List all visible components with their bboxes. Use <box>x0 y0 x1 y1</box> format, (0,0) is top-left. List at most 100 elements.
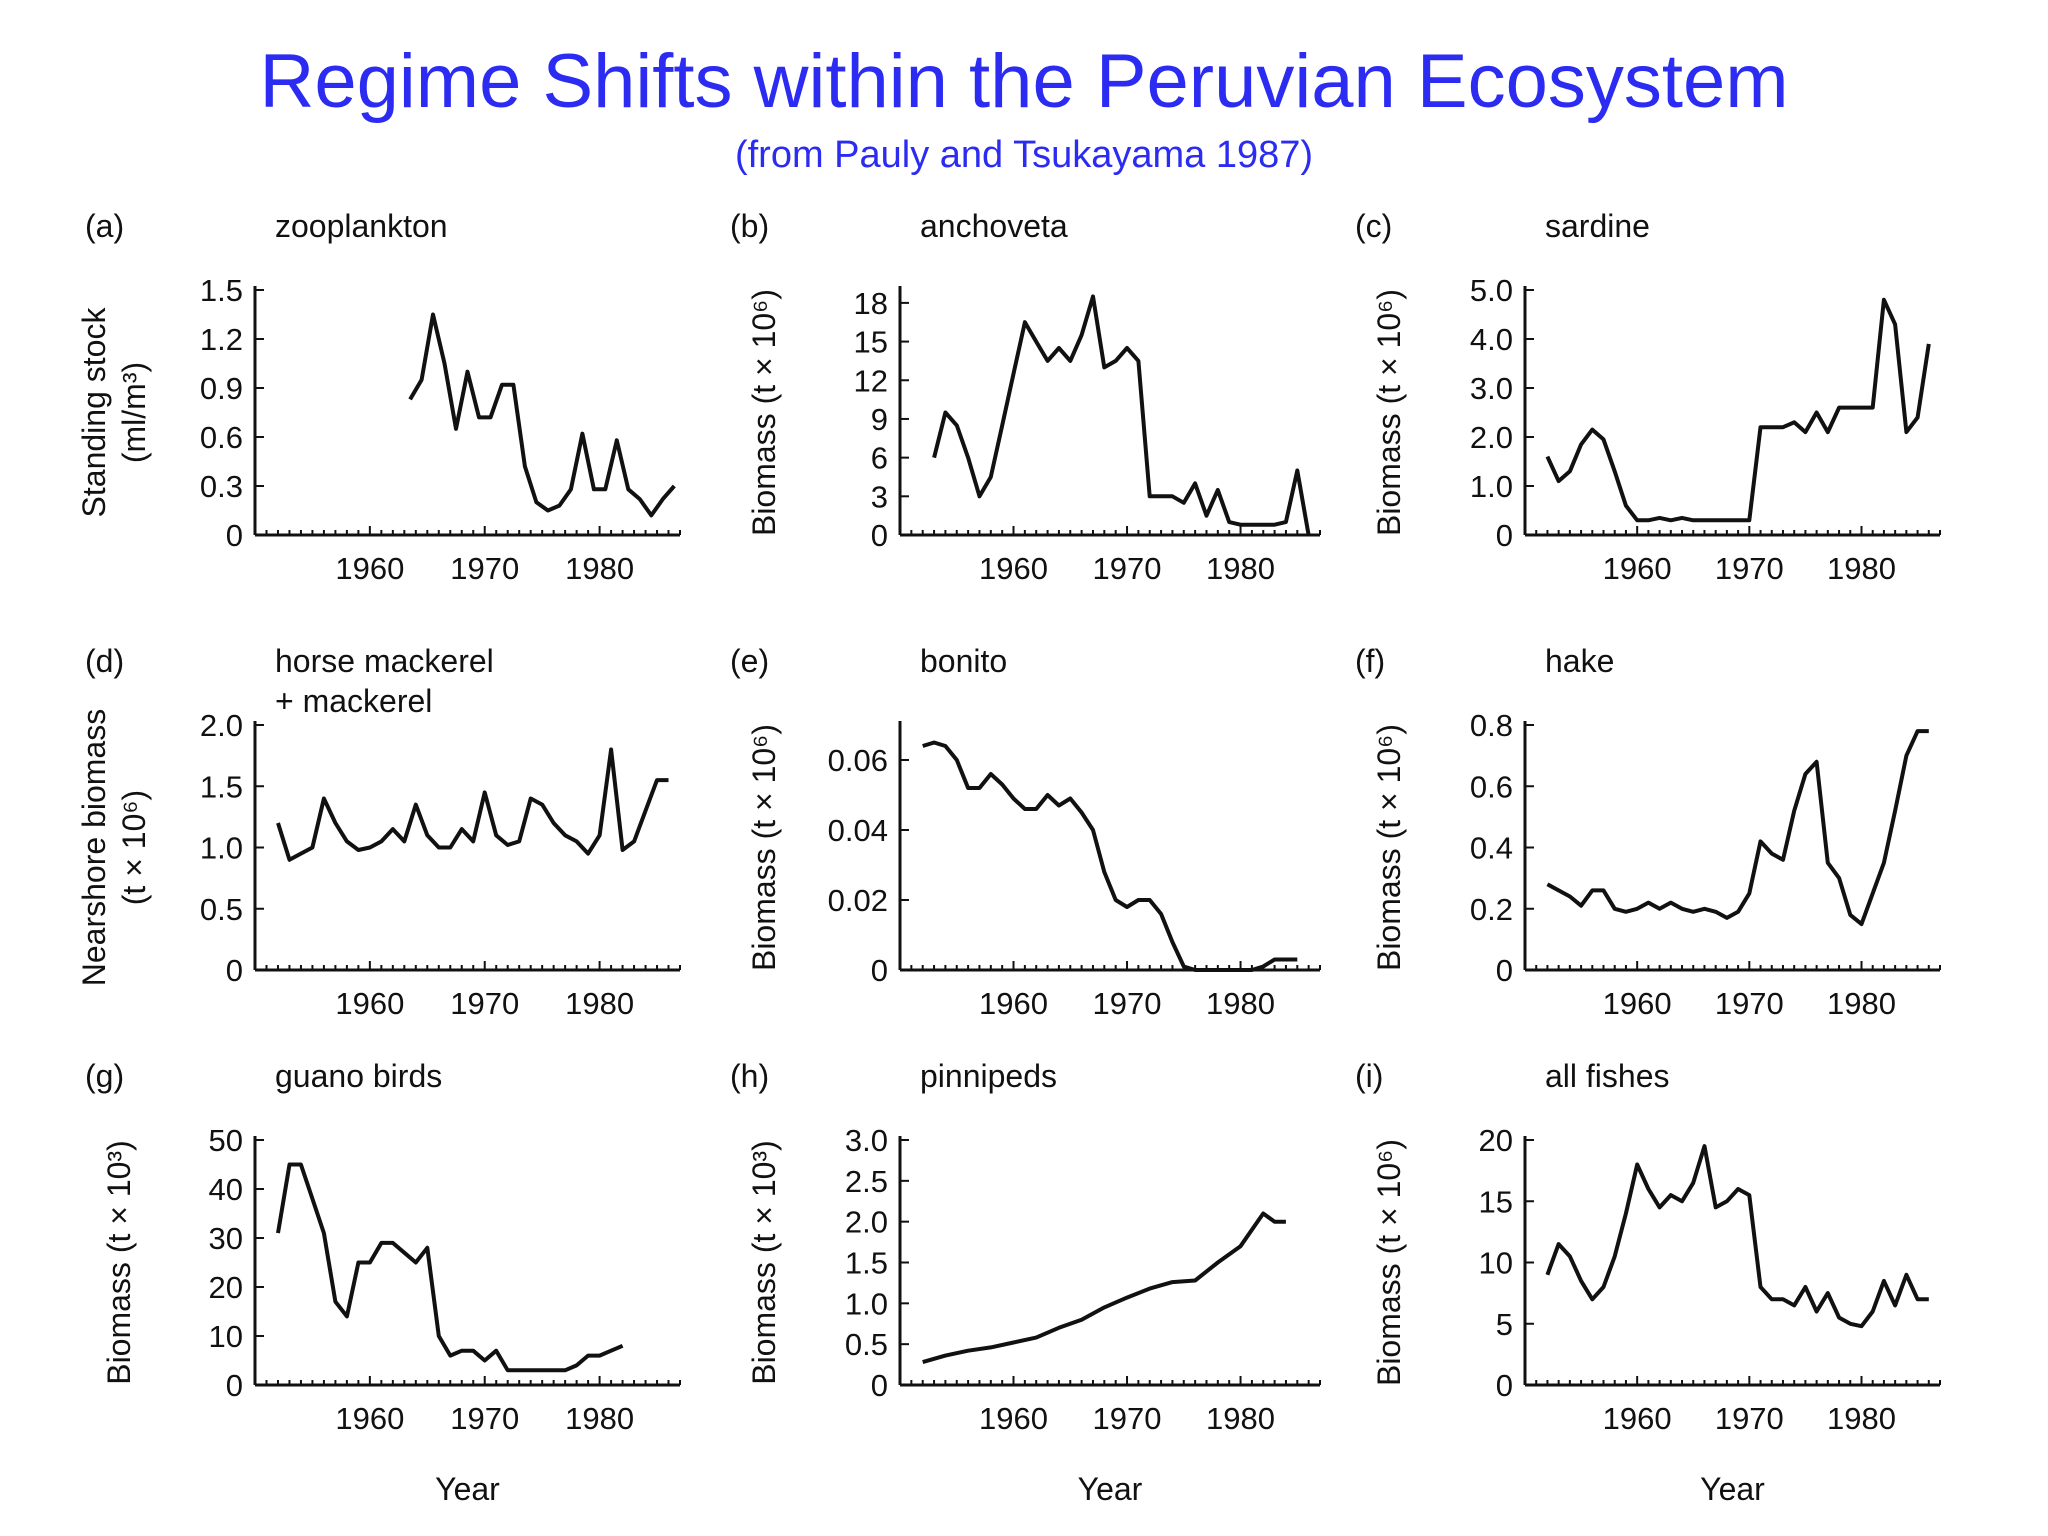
panel-g-x-tick-label: 1980 <box>565 1401 634 1436</box>
panel-b-y-tick-label: 15 <box>854 325 888 360</box>
panel-d-title-line2: + mackerel <box>275 683 432 719</box>
panel-i-y-tick-label: 5 <box>1496 1307 1513 1342</box>
panel-e-y-tick-label: 0.02 <box>828 883 888 918</box>
panel-e-series-line <box>922 740 1298 972</box>
panel-b-y-tick-label: 6 <box>871 441 888 476</box>
panel-d-y-label: Nearshore biomass <box>76 709 112 986</box>
panel-g-x-tick-label: 1960 <box>335 1401 404 1436</box>
panel-g-y-tick-label: 0 <box>226 1368 243 1403</box>
panel-f-title: hake <box>1545 643 1614 679</box>
panel-d-y-tick-label: 0.5 <box>200 892 243 927</box>
panel-f-label: (f) <box>1355 643 1385 679</box>
panel-h-x-tick-label: 1970 <box>1093 1401 1162 1436</box>
panel-d-y-tick-label: 0 <box>226 953 243 988</box>
panel-c-y-tick-label: 2.0 <box>1470 420 1513 455</box>
panel-g-y-tick-label: 50 <box>209 1123 243 1158</box>
panel-i-series-line <box>1545 1144 1929 1329</box>
panel-g-y-tick-label: 40 <box>209 1172 243 1207</box>
panel-h-series-line <box>922 1211 1286 1365</box>
panel-a-x-tick-label: 1970 <box>450 551 519 586</box>
panel-d-title: horse mackerel <box>275 643 494 679</box>
year-label: Year <box>1700 1471 1765 1507</box>
panel-d-y-tick-label: 2.0 <box>200 708 243 743</box>
panel-h-y-tick-label: 1.5 <box>845 1246 888 1281</box>
panel-f-y-label: Biomass (t × 10⁶) <box>1371 724 1407 971</box>
panel-f-y-tick-label: 0.2 <box>1470 892 1513 927</box>
panel-i-label: (i) <box>1355 1058 1383 1094</box>
panel-c-label: (c) <box>1355 208 1392 244</box>
panel-i-y-tick-label: 10 <box>1479 1246 1513 1281</box>
year-label: Year <box>435 1471 500 1507</box>
panel-a-title: zooplankton <box>275 208 448 244</box>
panel-a-x-tick-label: 1980 <box>565 551 634 586</box>
panel-g-y-tick-label: 30 <box>209 1221 243 1256</box>
panel-b-y-tick-label: 12 <box>854 363 888 398</box>
panel-a-x-tick-label: 1960 <box>335 551 404 586</box>
panel-a-y-tick-label: 0 <box>226 518 243 553</box>
panel-c-y-tick-label: 4.0 <box>1470 322 1513 357</box>
panel-e-x-tick-label: 1960 <box>979 986 1048 1021</box>
page-title: Regime Shifts within the Peruvian Ecosys… <box>259 39 1789 124</box>
panel-d-x-tick-label: 1960 <box>335 986 404 1021</box>
panel-b-label: (b) <box>730 208 769 244</box>
panel-b-y-label: Biomass (t × 10⁶) <box>746 289 782 536</box>
panel-f-y-tick-label: 0.6 <box>1470 769 1513 804</box>
panel-e-title: bonito <box>920 643 1007 679</box>
panel-f-series-line <box>1546 729 1929 927</box>
panel-a-label: (a) <box>85 208 124 244</box>
panel-h-y-tick-label: 0.5 <box>845 1327 888 1362</box>
panel-c-x-tick-label: 1960 <box>1603 551 1672 586</box>
panel-i-y-tick-label: 15 <box>1479 1184 1513 1219</box>
panel-b-series-line <box>932 294 1311 536</box>
panel-e-y-tick-label: 0.04 <box>828 813 888 848</box>
panel-h-label: (h) <box>730 1058 769 1094</box>
panel-b-x-tick-label: 1980 <box>1206 551 1275 586</box>
panel-b-y-tick-label: 9 <box>871 402 888 437</box>
panel-c-title: sardine <box>1545 208 1650 244</box>
panel-e-label: (e) <box>730 643 769 679</box>
panel-a-y-tick-label: 0.9 <box>200 371 243 406</box>
panel-c-y-tick-label: 5.0 <box>1470 273 1513 308</box>
panel-g-series-line <box>276 1162 624 1373</box>
panel-f-x-tick-label: 1980 <box>1827 986 1896 1021</box>
panel-b-title: anchoveta <box>920 208 1068 244</box>
panel-e-y-tick-label: 0.06 <box>828 743 888 778</box>
panel-f-y-tick-label: 0.8 <box>1470 708 1513 743</box>
panel-f-x-tick-label: 1970 <box>1715 986 1784 1021</box>
panel-h-y-tick-label: 3.0 <box>845 1123 888 1158</box>
panel-g-y-label: Biomass (t × 10³) <box>101 1140 137 1385</box>
panel-d-y-tick-label: 1.5 <box>200 769 243 804</box>
panel-c-y-label: Biomass (t × 10⁶) <box>1371 289 1407 536</box>
panel-d-series-line <box>276 747 669 862</box>
panel-a-series-line <box>408 312 676 518</box>
panel-d-x-tick-label: 1980 <box>565 986 634 1021</box>
panel-h-x-tick-label: 1960 <box>979 1401 1048 1436</box>
panel-f-y-tick-label: 0 <box>1496 953 1513 988</box>
panel-b-y-tick-label: 18 <box>854 286 888 321</box>
panel-g-y-tick-label: 20 <box>209 1270 243 1305</box>
panel-i-y-tick-label: 20 <box>1479 1123 1513 1158</box>
panel-a-y-label: Standing stock <box>76 307 112 518</box>
panel-c-x-tick-label: 1970 <box>1715 551 1784 586</box>
panel-c-y-tick-label: 1.0 <box>1470 469 1513 504</box>
panel-h-y-label: Biomass (t × 10³) <box>746 1140 782 1385</box>
panel-a-y-tick-label: 1.5 <box>200 273 243 308</box>
panel-i-x-tick-label: 1980 <box>1827 1401 1896 1436</box>
panel-c-x-tick-label: 1980 <box>1827 551 1896 586</box>
panel-b-x-tick-label: 1960 <box>979 551 1048 586</box>
panel-g-x-tick-label: 1970 <box>450 1401 519 1436</box>
panel-f-y-tick-label: 0.4 <box>1470 831 1513 866</box>
panel-h-title: pinnipeds <box>920 1058 1057 1094</box>
panel-i-y-tick-label: 0 <box>1496 1368 1513 1403</box>
panel-h-x-tick-label: 1980 <box>1206 1401 1275 1436</box>
panel-h-y-tick-label: 2.0 <box>845 1205 888 1240</box>
panel-i-y-label: Biomass (t × 10⁶) <box>1371 1139 1407 1386</box>
year-label: Year <box>1078 1471 1143 1507</box>
panel-e-y-tick-label: 0 <box>871 953 888 988</box>
panel-h-y-tick-label: 0 <box>871 1368 888 1403</box>
panel-e-x-tick-label: 1970 <box>1093 986 1162 1021</box>
panel-a-y-tick-label: 0.6 <box>200 420 243 455</box>
panel-f-x-tick-label: 1960 <box>1603 986 1672 1021</box>
panel-i-title: all fishes <box>1545 1058 1670 1094</box>
